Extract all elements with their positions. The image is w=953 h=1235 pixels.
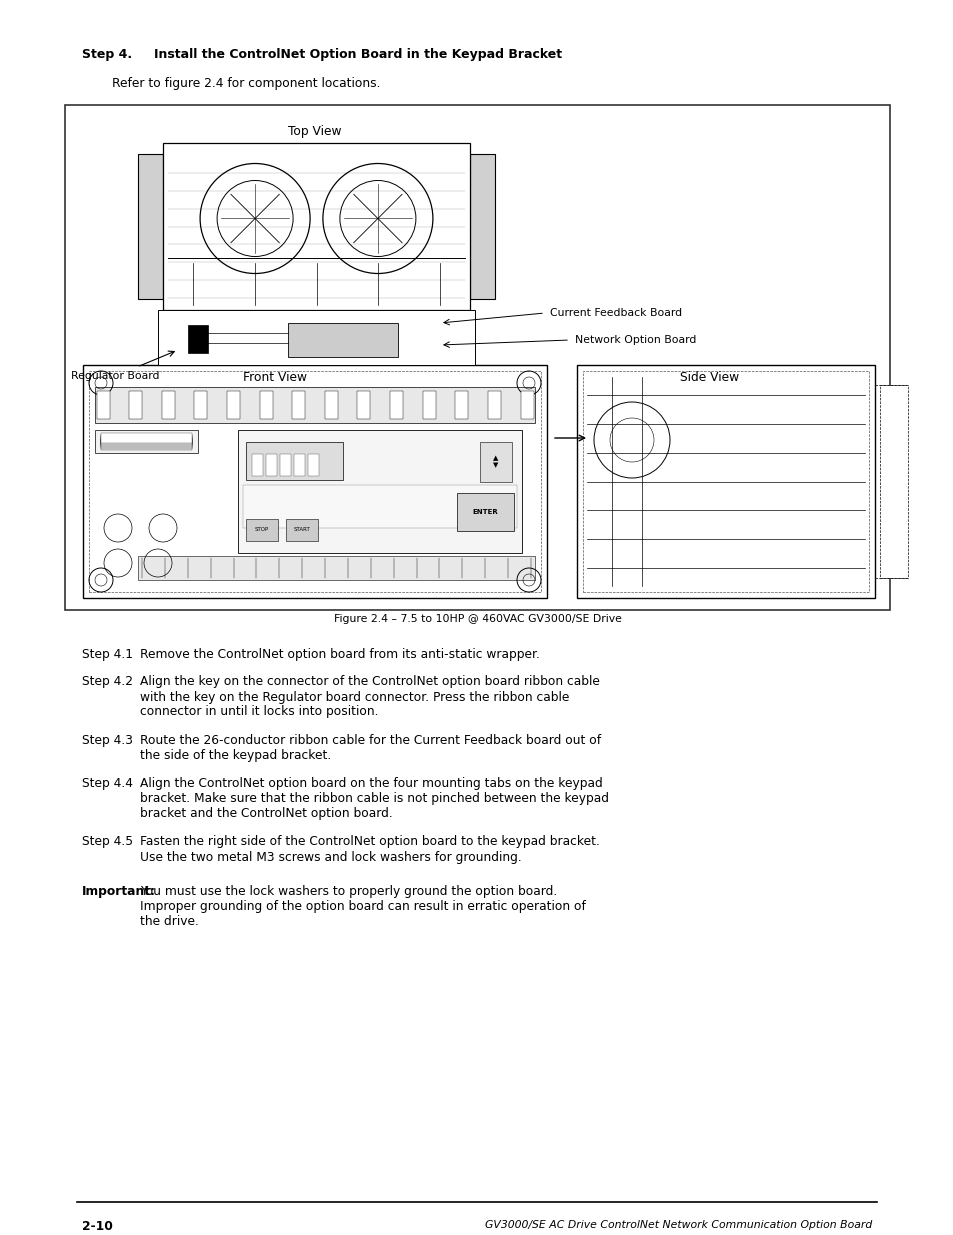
- Bar: [129, 391, 142, 419]
- Text: ▲
▼: ▲ ▼: [493, 456, 498, 468]
- Bar: [294, 454, 305, 475]
- Bar: [101, 437, 192, 447]
- Bar: [252, 454, 263, 475]
- Bar: [259, 391, 273, 419]
- Bar: [422, 391, 436, 419]
- Text: Route the 26-conductor ribbon cable for the Current Feedback board out of
the si: Route the 26-conductor ribbon cable for …: [140, 734, 600, 762]
- Bar: [163, 143, 470, 310]
- Bar: [582, 370, 868, 592]
- Bar: [577, 366, 874, 598]
- Bar: [308, 454, 318, 475]
- Text: Network Option Board: Network Option Board: [575, 335, 696, 345]
- Text: Current Feedback Board: Current Feedback Board: [550, 308, 681, 317]
- Text: Side View: Side View: [679, 370, 739, 384]
- Bar: [89, 370, 540, 592]
- Text: START: START: [294, 527, 310, 532]
- Bar: [162, 391, 174, 419]
- Text: Fasten the right side of the ControlNet option board to the keypad bracket.
Use : Fasten the right side of the ControlNet …: [140, 836, 599, 863]
- Bar: [65, 105, 889, 610]
- Bar: [101, 433, 192, 445]
- Text: Step 4.: Step 4.: [82, 48, 132, 61]
- Text: 2-10: 2-10: [82, 1220, 112, 1233]
- Text: Step 4.5: Step 4.5: [82, 836, 133, 848]
- Bar: [227, 391, 240, 419]
- Bar: [470, 154, 495, 299]
- Bar: [101, 438, 192, 450]
- Bar: [280, 454, 291, 475]
- Bar: [101, 440, 192, 450]
- Bar: [194, 391, 207, 419]
- Bar: [487, 391, 500, 419]
- Bar: [292, 391, 305, 419]
- Text: Step 4.2: Step 4.2: [82, 676, 132, 688]
- Bar: [357, 391, 370, 419]
- Bar: [390, 391, 402, 419]
- Bar: [237, 430, 521, 553]
- Bar: [101, 436, 192, 446]
- Bar: [138, 556, 535, 580]
- Bar: [243, 485, 517, 529]
- Bar: [101, 433, 192, 443]
- Bar: [455, 391, 468, 419]
- Text: Remove the ControlNet option board from its anti-static wrapper.: Remove the ControlNet option board from …: [140, 648, 539, 661]
- Text: Align the key on the connector of the ControlNet option board ribbon cable
with : Align the key on the connector of the Co…: [140, 676, 599, 719]
- Bar: [879, 385, 907, 578]
- Bar: [96, 391, 110, 419]
- Text: GV3000/SE AC Drive ControlNet Network Communication Option Board: GV3000/SE AC Drive ControlNet Network Co…: [484, 1220, 871, 1230]
- Bar: [324, 391, 337, 419]
- Bar: [95, 430, 198, 453]
- Text: Figure 2.4 – 7.5 to 10HP @ 460VAC GV3000/SE Drive: Figure 2.4 – 7.5 to 10HP @ 460VAC GV3000…: [334, 614, 620, 624]
- Bar: [479, 442, 512, 482]
- Bar: [158, 310, 475, 366]
- Text: Step 4.4: Step 4.4: [82, 777, 132, 790]
- Bar: [286, 519, 317, 541]
- Bar: [101, 438, 192, 448]
- Text: Step 4.3: Step 4.3: [82, 734, 132, 747]
- Text: Top View: Top View: [288, 125, 341, 138]
- Text: Important:: Important:: [82, 885, 156, 898]
- Bar: [520, 391, 533, 419]
- Text: Install the ControlNet Option Board in the Keypad Bracket: Install the ControlNet Option Board in t…: [153, 48, 561, 61]
- Bar: [188, 325, 208, 353]
- Bar: [246, 442, 343, 480]
- Text: You must use the lock washers to properly ground the option board.
Improper grou: You must use the lock washers to properl…: [140, 885, 585, 927]
- Bar: [246, 519, 277, 541]
- Text: Refer to figure 2.4 for component locations.: Refer to figure 2.4 for component locati…: [112, 77, 380, 90]
- Bar: [138, 154, 163, 299]
- Bar: [83, 366, 546, 598]
- Text: Regulator Board: Regulator Board: [71, 370, 159, 382]
- Text: Align the ControlNet option board on the four mounting tabs on the keypad
bracke: Align the ControlNet option board on the…: [140, 777, 608, 820]
- Bar: [101, 435, 192, 445]
- Bar: [288, 324, 397, 357]
- Bar: [266, 454, 276, 475]
- Text: Step 4.1: Step 4.1: [82, 648, 132, 661]
- Text: STOP: STOP: [254, 527, 269, 532]
- Bar: [456, 493, 514, 531]
- Text: Front View: Front View: [243, 370, 307, 384]
- Bar: [95, 387, 535, 424]
- Text: ENTER: ENTER: [472, 509, 497, 515]
